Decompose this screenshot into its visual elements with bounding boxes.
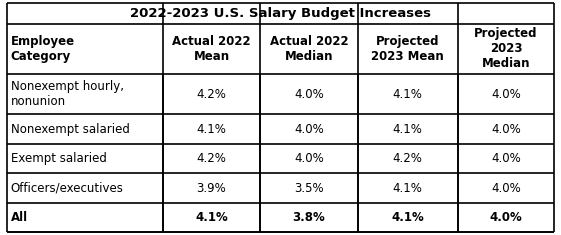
Text: 4.0%: 4.0% [491, 181, 521, 195]
Text: Projected
2023
Median: Projected 2023 Median [475, 27, 538, 70]
Text: 4.0%: 4.0% [491, 88, 521, 101]
Text: 4.1%: 4.1% [393, 123, 423, 136]
Text: 4.1%: 4.1% [393, 181, 423, 195]
Text: 4.0%: 4.0% [294, 123, 324, 136]
Text: 4.0%: 4.0% [491, 152, 521, 165]
Text: 4.0%: 4.0% [294, 152, 324, 165]
Text: 4.1%: 4.1% [195, 211, 228, 224]
Text: 4.1%: 4.1% [393, 88, 423, 101]
Text: 3.8%: 3.8% [293, 211, 325, 224]
Text: All: All [11, 211, 28, 224]
Text: Exempt salaried: Exempt salaried [11, 152, 107, 165]
Text: Actual 2022
Median: Actual 2022 Median [270, 35, 348, 63]
Text: 4.2%: 4.2% [393, 152, 423, 165]
Text: 4.2%: 4.2% [196, 88, 227, 101]
Text: 2022-2023 U.S. Salary Budget Increases: 2022-2023 U.S. Salary Budget Increases [130, 7, 431, 20]
Text: Projected
2023 Mean: Projected 2023 Mean [371, 35, 444, 63]
Text: 4.2%: 4.2% [196, 152, 227, 165]
Text: 4.1%: 4.1% [392, 211, 424, 224]
Text: Employee
Category: Employee Category [11, 35, 75, 63]
Text: 3.9%: 3.9% [197, 181, 227, 195]
Text: 4.0%: 4.0% [490, 211, 522, 224]
Text: Nonexempt salaried: Nonexempt salaried [11, 123, 130, 136]
Text: Nonexempt hourly,
nonunion: Nonexempt hourly, nonunion [11, 80, 123, 108]
Text: 3.5%: 3.5% [294, 181, 324, 195]
Text: Actual 2022
Mean: Actual 2022 Mean [172, 35, 251, 63]
Text: 4.1%: 4.1% [196, 123, 227, 136]
Text: Officers/executives: Officers/executives [11, 181, 123, 195]
Text: 4.0%: 4.0% [491, 123, 521, 136]
Text: 4.0%: 4.0% [294, 88, 324, 101]
